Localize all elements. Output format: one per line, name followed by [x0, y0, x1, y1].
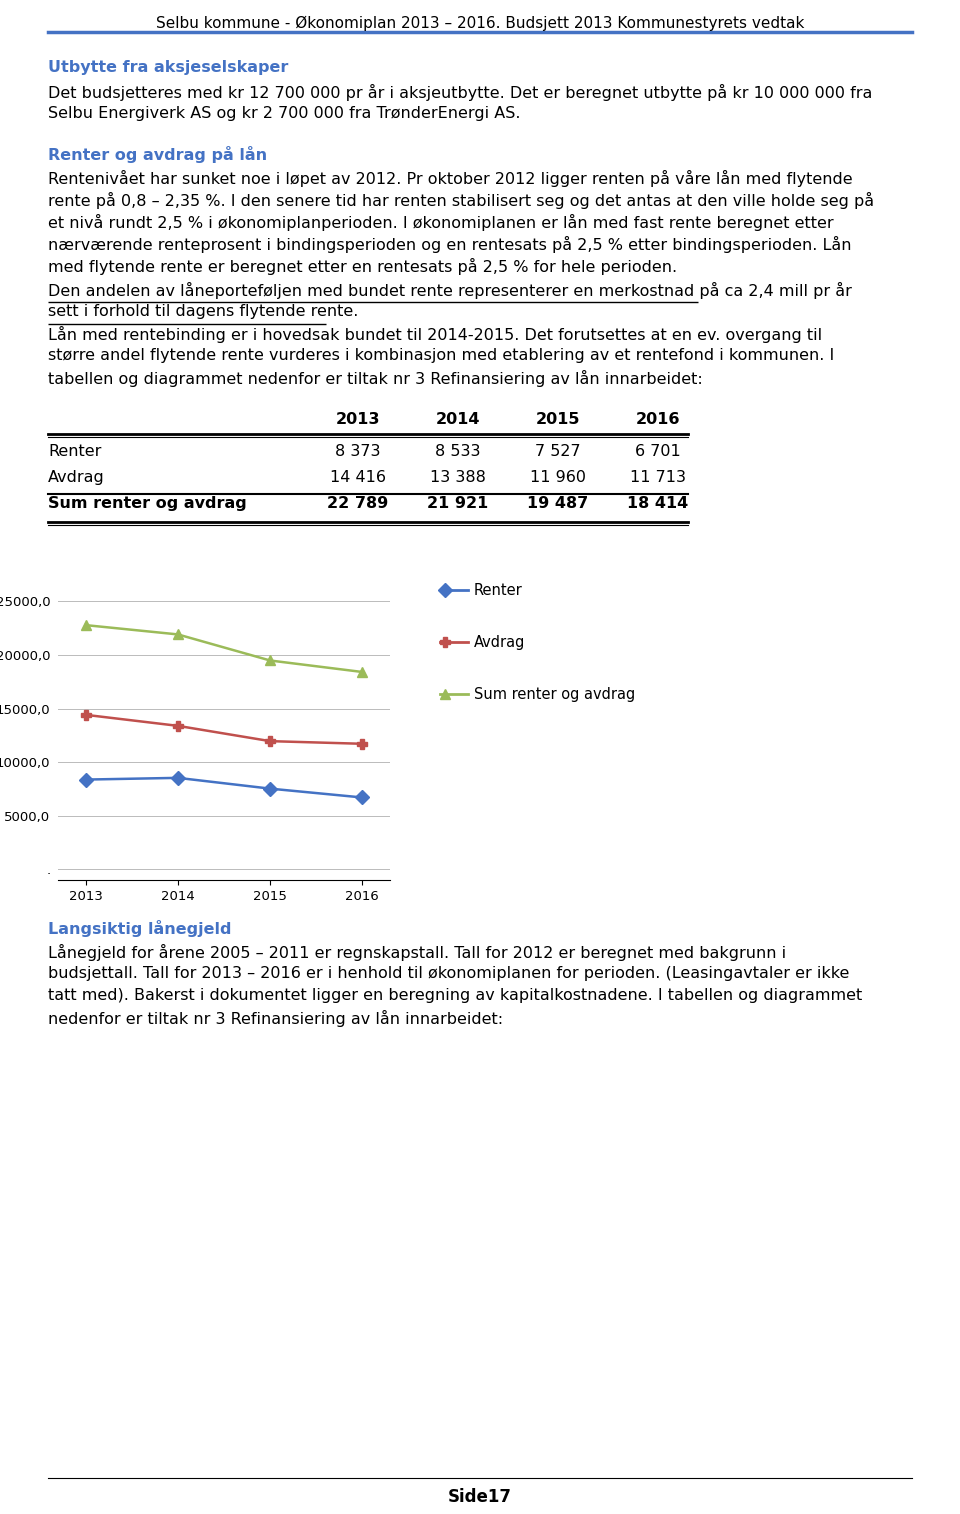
Text: 22 789: 22 789 [327, 497, 389, 512]
Text: nærværende renteprosent i bindingsperioden og en rentesats på 2,5 % etter bindin: nærværende renteprosent i bindingsperiod… [48, 236, 852, 253]
Renter [356, 789, 368, 807]
Text: budsjettall. Tall for 2013 – 2016 er i henhold til økonomiplanen for perioden. (: budsjettall. Tall for 2013 – 2016 er i h… [48, 966, 850, 981]
Text: med flytende rente er beregnet etter en rentesats på 2,5 % for hele perioden.: med flytende rente er beregnet etter en … [48, 257, 677, 276]
Text: Lån med rentebinding er i hovedsak bundet til 2014-2015. Det forutsettes at en e: Lån med rentebinding er i hovedsak bunde… [48, 326, 822, 344]
Text: Rentenivået har sunket noe i løpet av 2012. Pr oktober 2012 ligger renten på vår: Rentenivået har sunket noe i løpet av 20… [48, 170, 852, 188]
Text: 11 713: 11 713 [630, 469, 686, 484]
Text: et nivå rundt 2,5 % i økonomiplanperioden. I økonomiplanen er lån med fast rente: et nivå rundt 2,5 % i økonomiplanperiode… [48, 213, 833, 232]
Text: 19 487: 19 487 [527, 497, 588, 512]
Text: tabellen og diagrammet nedenfor er tiltak nr 3 Refinansiering av lån innarbeidet: tabellen og diagrammet nedenfor er tilta… [48, 369, 703, 388]
Text: Lånegjeld for årene 2005 – 2011 er regnskapstall. Tall for 2012 er beregnet med : Lånegjeld for årene 2005 – 2011 er regns… [48, 945, 786, 961]
Text: Avdrag: Avdrag [48, 469, 105, 484]
Text: 11 960: 11 960 [530, 469, 586, 484]
Line: Sum renter og avdrag: Sum renter og avdrag [81, 621, 367, 677]
Avdrag [356, 734, 368, 752]
Text: 7 527: 7 527 [535, 444, 581, 459]
Line: Renter: Renter [81, 774, 367, 802]
Text: 6 701: 6 701 [636, 444, 681, 459]
Line: Avdrag: Avdrag [81, 710, 367, 748]
Text: 2014: 2014 [436, 412, 480, 427]
Avdrag [264, 733, 276, 751]
Text: rente på 0,8 – 2,35 %. I den senere tid har renten stabilisert seg og det antas : rente på 0,8 – 2,35 %. I den senere tid … [48, 192, 875, 209]
Sum renter og avdrag [356, 663, 368, 681]
Text: 8 373: 8 373 [335, 444, 381, 459]
Renter [264, 780, 276, 798]
Text: Selbu Energiverk AS og kr 2 700 000 fra TrønderEnergi AS.: Selbu Energiverk AS og kr 2 700 000 fra … [48, 106, 520, 121]
Text: Selbu kommune - Økonomiplan 2013 – 2016. Budsjett 2013 Kommunestyrets vedtak: Selbu kommune - Økonomiplan 2013 – 2016.… [156, 17, 804, 32]
Text: 8 533: 8 533 [435, 444, 481, 459]
Text: Renter: Renter [48, 444, 102, 459]
Text: 13 388: 13 388 [430, 469, 486, 484]
Text: Den andelen av låneporteføljen med bundet rente representerer en merkostnad på c: Den andelen av låneporteføljen med bunde… [48, 282, 852, 300]
Text: sett i forhold til dagens flytende rente.: sett i forhold til dagens flytende rente… [48, 304, 358, 319]
Renter [80, 771, 91, 789]
Text: tatt med). Bakerst i dokumentet ligger en beregning av kapitalkostnadene. I tabe: tatt med). Bakerst i dokumentet ligger e… [48, 989, 862, 1002]
Text: nedenfor er tiltak nr 3 Refinansiering av lån innarbeidet:: nedenfor er tiltak nr 3 Refinansiering a… [48, 1010, 503, 1026]
Text: Langsiktig lånegjeld: Langsiktig lånegjeld [48, 921, 231, 937]
Text: 14 416: 14 416 [330, 469, 386, 484]
Sum renter og avdrag [264, 651, 276, 669]
Text: Sum renter og avdrag: Sum renter og avdrag [48, 497, 247, 512]
Text: Renter og avdrag på lån: Renter og avdrag på lån [48, 145, 267, 164]
Text: 2015: 2015 [536, 412, 580, 427]
Text: større andel flytende rente vurderes i kombinasjon med etablering av et rentefon: større andel flytende rente vurderes i k… [48, 348, 834, 363]
Text: Side17: Side17 [448, 1488, 512, 1506]
Text: Sum renter og avdrag: Sum renter og avdrag [474, 687, 636, 702]
Text: Utbytte fra aksjeselskaper: Utbytte fra aksjeselskaper [48, 61, 288, 76]
Renter [172, 769, 183, 787]
Text: 2016: 2016 [636, 412, 681, 427]
Avdrag [172, 716, 183, 734]
Text: 18 414: 18 414 [628, 497, 688, 512]
Text: 2013: 2013 [336, 412, 380, 427]
Avdrag [80, 706, 91, 724]
Text: Avdrag: Avdrag [474, 634, 525, 650]
Sum renter og avdrag [80, 616, 91, 634]
Text: Renter: Renter [474, 583, 523, 598]
Text: 21 921: 21 921 [427, 497, 489, 512]
Sum renter og avdrag [172, 625, 183, 643]
Text: Det budsjetteres med kr 12 700 000 pr år i aksjeutbytte. Det er beregnet utbytte: Det budsjetteres med kr 12 700 000 pr år… [48, 83, 873, 101]
